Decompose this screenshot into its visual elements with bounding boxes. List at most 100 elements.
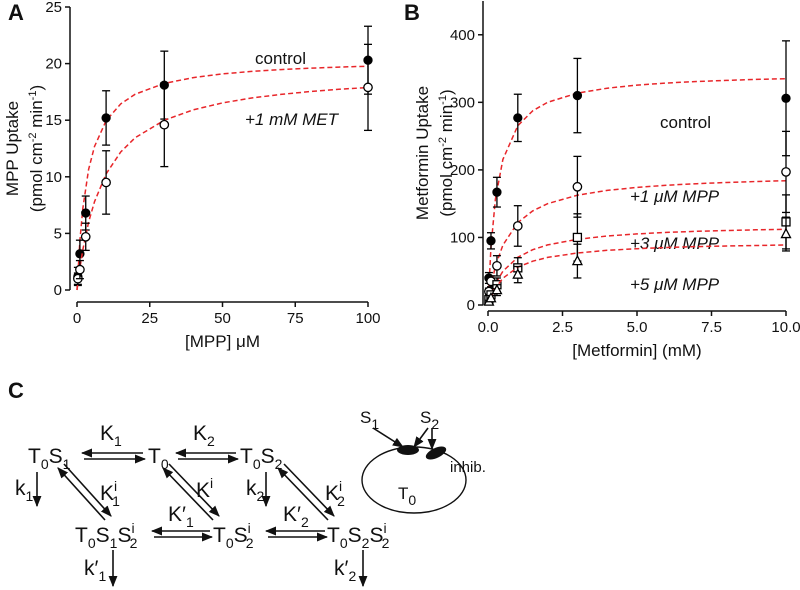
- state-node-part: T: [75, 524, 88, 547]
- state-node-part: i: [383, 520, 386, 536]
- rate-constant-part: 1: [186, 514, 194, 530]
- state-node-part: 2: [246, 535, 254, 551]
- point: [81, 208, 91, 218]
- point: [572, 232, 583, 243]
- rate-constant-part: 2: [257, 488, 265, 504]
- x-tick-label: 0: [73, 310, 81, 327]
- rate-constant: K′2: [283, 503, 309, 530]
- state-node-part: 0: [340, 535, 348, 551]
- rate-constant-part: K: [193, 422, 207, 445]
- y-axis-units-part: -1: [437, 95, 449, 105]
- rate-constant: Ki: [196, 475, 213, 502]
- state-node-part: S: [234, 524, 248, 547]
- inset-label-part: T: [398, 484, 408, 503]
- point: [491, 283, 503, 295]
- point: [572, 90, 583, 101]
- series-label: +1 μM MPP: [630, 187, 720, 206]
- y-axis-units-part: -2: [437, 137, 449, 147]
- state-node-part: T: [213, 524, 226, 547]
- rate-constant-part: 1: [112, 493, 120, 509]
- inset-label-part: inhib.: [450, 459, 486, 476]
- inset-label-part: 1: [371, 416, 379, 432]
- y-axis-units-part: min: [437, 105, 456, 137]
- point: [512, 221, 523, 231]
- state-node-part: T: [240, 445, 253, 468]
- state-node-part: 0: [88, 535, 96, 551]
- rate-constant-part: K′: [168, 503, 186, 526]
- point: [80, 231, 91, 242]
- series-label: +5 μM MPP: [630, 275, 720, 294]
- rate-constant-part: 1: [98, 568, 106, 584]
- state-node: T0S1: [28, 445, 71, 472]
- y-axis-units-part: (pmol cm: [27, 142, 46, 212]
- y-tick-label: 0: [467, 297, 475, 314]
- state-node-part: 2: [362, 535, 370, 551]
- point: [781, 167, 791, 177]
- y-axis-units-part: ): [437, 89, 456, 95]
- point: [363, 82, 373, 93]
- state-node-part: T: [28, 445, 41, 468]
- y-tick-label: 200: [450, 162, 475, 179]
- fit-curve: [76, 65, 369, 291]
- y-axis-label: Metformin Uptake: [413, 86, 432, 220]
- diagram-arrows: [32, 427, 437, 588]
- rate-constant-part: K′: [283, 503, 301, 526]
- state-node-part: 0: [41, 456, 49, 472]
- state-node: T0S2: [240, 445, 283, 472]
- x-axis-label: [Metformin] (mM): [572, 341, 701, 360]
- plot: B 0 100 200 300 400 0.0 2.5 5.0 7.5 10.0 [Metformin…: [404, 0, 800, 360]
- y-axis-label: MPP Uptake: [3, 101, 22, 196]
- rate-constant-part: K: [325, 482, 339, 505]
- x-axis-label: [MPP] μM: [185, 332, 260, 351]
- rate-constant-part: k: [246, 477, 257, 500]
- y-tick-label: 0: [54, 282, 62, 299]
- x-tick-label: 5.0: [627, 319, 648, 336]
- point: [492, 260, 502, 271]
- state-node: T0Si 2: [213, 520, 254, 551]
- rate-constant-part: k′: [84, 557, 99, 580]
- inset-label-part: 0: [408, 492, 416, 508]
- x-tick-label: 75: [287, 310, 304, 327]
- y-axis-units-part: (pmol cm: [437, 147, 456, 217]
- state-node-part: 0: [161, 456, 169, 472]
- state-node: T0: [148, 445, 169, 472]
- state-node-part: 0: [226, 535, 234, 551]
- inset-label: S1: [360, 408, 379, 432]
- state-node-part: 1: [63, 456, 71, 472]
- point: [492, 187, 502, 197]
- y-tick-label: 15: [45, 112, 62, 129]
- inset-label-part: S: [360, 408, 371, 427]
- panel-label: A: [8, 0, 24, 25]
- y-tick-label: 20: [45, 56, 62, 73]
- y-axis-units-part: ): [27, 85, 46, 91]
- rate-constant-part: k: [15, 477, 26, 500]
- y-tick-label: 400: [450, 27, 475, 44]
- panel-label: B: [404, 0, 420, 25]
- rate-constant-part: k′: [334, 557, 349, 580]
- point: [513, 113, 523, 123]
- rate-constant-part: K: [100, 422, 114, 445]
- rate-constant-part: i: [210, 475, 213, 491]
- state-node: T0S1Si 2: [75, 520, 138, 551]
- state-node-part: S: [96, 524, 110, 547]
- rate-constant-part: 2: [301, 514, 309, 530]
- state-node-part: S: [117, 524, 131, 547]
- inset-label: T0: [398, 484, 416, 508]
- y-tick-label: 5: [54, 225, 62, 242]
- state-node-part: i: [248, 520, 251, 536]
- rate-constant: Ki 2: [325, 478, 345, 509]
- state-node-part: T: [327, 524, 340, 547]
- fit-curve: [487, 244, 787, 306]
- point: [572, 181, 583, 192]
- rate-constant-part: 1: [114, 433, 122, 449]
- series-label: control: [660, 113, 711, 132]
- inset-label-part: 2: [431, 416, 439, 432]
- rate-constant: K2: [193, 422, 215, 449]
- y-axis-units-part: min: [27, 100, 46, 132]
- state-node-part: 0: [253, 456, 261, 472]
- point: [485, 291, 497, 303]
- rate-constant-part: K: [196, 479, 210, 502]
- y-tick-label: 300: [450, 94, 475, 111]
- state-node-part: 2: [382, 535, 390, 551]
- point: [101, 113, 111, 123]
